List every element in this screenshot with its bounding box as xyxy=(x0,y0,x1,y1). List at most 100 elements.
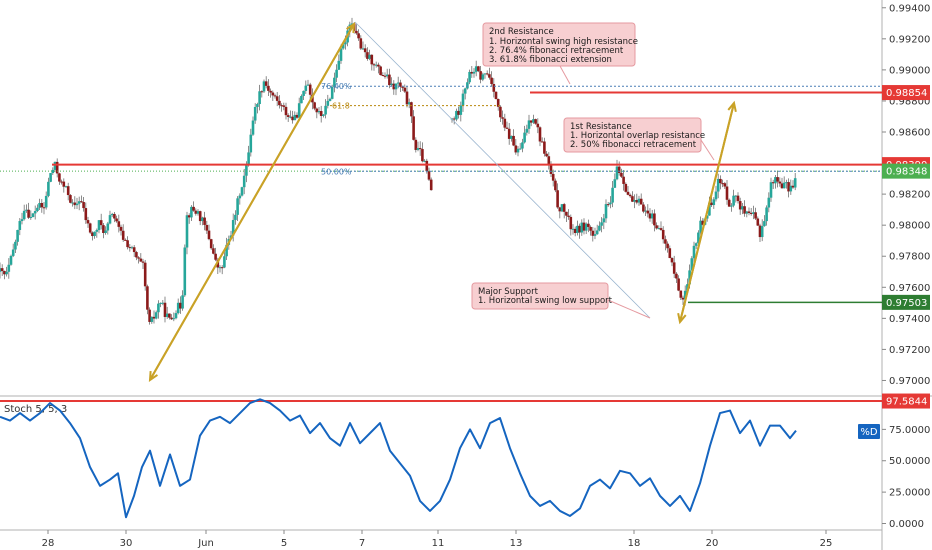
candle-body xyxy=(196,211,200,214)
candle-body xyxy=(53,161,57,170)
candle-body xyxy=(466,82,469,89)
annotation-line: 3. 61.8% fibonacci extension xyxy=(489,55,612,65)
candle-body xyxy=(642,204,645,212)
candle-body xyxy=(694,243,698,246)
candle-body xyxy=(741,206,744,210)
arrow-rally-tail-head xyxy=(148,370,158,382)
candle-body xyxy=(33,211,37,214)
candle-body xyxy=(683,290,687,300)
candle-body xyxy=(253,106,257,121)
candle-body xyxy=(613,179,617,188)
candle-body xyxy=(14,241,17,250)
candle-body xyxy=(289,116,292,118)
candle-body xyxy=(84,208,88,221)
candle-body xyxy=(510,135,513,139)
candle-body xyxy=(429,179,433,191)
candle-body xyxy=(60,181,63,183)
price-tick-label: 0.98600 xyxy=(889,128,930,139)
candle-body xyxy=(69,195,72,203)
candle-body xyxy=(27,209,30,218)
candle-body xyxy=(650,213,654,219)
candle-body xyxy=(146,286,149,310)
candle-body xyxy=(399,82,402,87)
candle-body xyxy=(161,302,165,304)
candle-body xyxy=(639,198,643,205)
candle-body xyxy=(231,219,235,236)
candle-body xyxy=(622,176,625,184)
candle-body xyxy=(47,181,50,196)
candle-body xyxy=(291,116,294,121)
candle-body xyxy=(560,204,564,212)
candle-body xyxy=(589,226,592,231)
candle-body xyxy=(396,82,400,84)
price-tick-label: 0.97800 xyxy=(889,252,930,263)
candle-body xyxy=(176,302,180,314)
candle-body xyxy=(549,164,553,174)
candle-body xyxy=(499,106,502,118)
candle-body xyxy=(604,204,608,219)
candle-body xyxy=(194,210,198,214)
candle-body xyxy=(326,100,330,106)
candle-body xyxy=(774,177,777,184)
candle-body xyxy=(113,213,116,219)
candle-body xyxy=(661,229,665,240)
candle-body xyxy=(304,85,308,91)
candle-body xyxy=(293,114,297,121)
candle-body xyxy=(503,118,507,128)
osc-tick-label: 75.0000 xyxy=(889,425,930,436)
time-tick-label: 20 xyxy=(706,538,719,549)
price-badge-label: 0.98854 xyxy=(886,88,927,99)
candle-body xyxy=(626,191,630,195)
candle-body xyxy=(672,262,676,274)
candle-body xyxy=(36,207,39,212)
candle-body xyxy=(595,230,599,235)
candle-body xyxy=(282,105,286,107)
candle-body xyxy=(730,205,733,207)
candle-body xyxy=(512,135,515,146)
candle-body xyxy=(319,111,323,116)
price-tick-label: 0.98800 xyxy=(889,96,930,107)
candle-body xyxy=(269,90,272,93)
candle-body xyxy=(295,114,299,118)
candle-body xyxy=(181,295,184,309)
candle-body xyxy=(754,212,757,219)
candle-body xyxy=(29,216,33,218)
candle-body xyxy=(556,190,559,208)
candle-body xyxy=(117,221,121,227)
candle-body xyxy=(507,128,511,139)
candle-body xyxy=(150,316,154,322)
candle-body xyxy=(653,213,656,226)
candle-body xyxy=(121,230,125,240)
candle-body xyxy=(302,90,305,96)
candle-body xyxy=(170,317,173,320)
candle-body xyxy=(190,206,193,218)
candle-body xyxy=(675,273,678,279)
candle-body xyxy=(787,182,790,192)
candle-body xyxy=(143,262,147,287)
candle-body xyxy=(708,202,711,216)
arrow-rally-tail xyxy=(149,23,355,381)
candle-body xyxy=(119,226,123,231)
candle-body xyxy=(765,207,768,222)
candle-body xyxy=(251,120,255,135)
candle-body xyxy=(710,202,713,206)
candle-body xyxy=(659,228,663,230)
candle-body xyxy=(335,69,338,78)
candle-body xyxy=(736,195,740,202)
candle-body xyxy=(727,199,731,207)
candle-body xyxy=(44,195,48,208)
candle-body xyxy=(778,181,782,184)
candle-body xyxy=(16,230,19,242)
candle-body xyxy=(7,264,11,272)
candle-body xyxy=(646,210,650,214)
candle-body xyxy=(168,313,171,318)
candle-body xyxy=(633,200,636,202)
candle-body xyxy=(416,148,420,150)
candle-body xyxy=(527,120,531,129)
candle-body xyxy=(534,119,537,124)
candle-body xyxy=(571,228,575,230)
price-tick-label: 0.99200 xyxy=(889,34,930,45)
candle-body xyxy=(284,106,288,116)
osc-tick-label: 0.0000 xyxy=(889,519,924,530)
candle-body xyxy=(385,74,389,77)
